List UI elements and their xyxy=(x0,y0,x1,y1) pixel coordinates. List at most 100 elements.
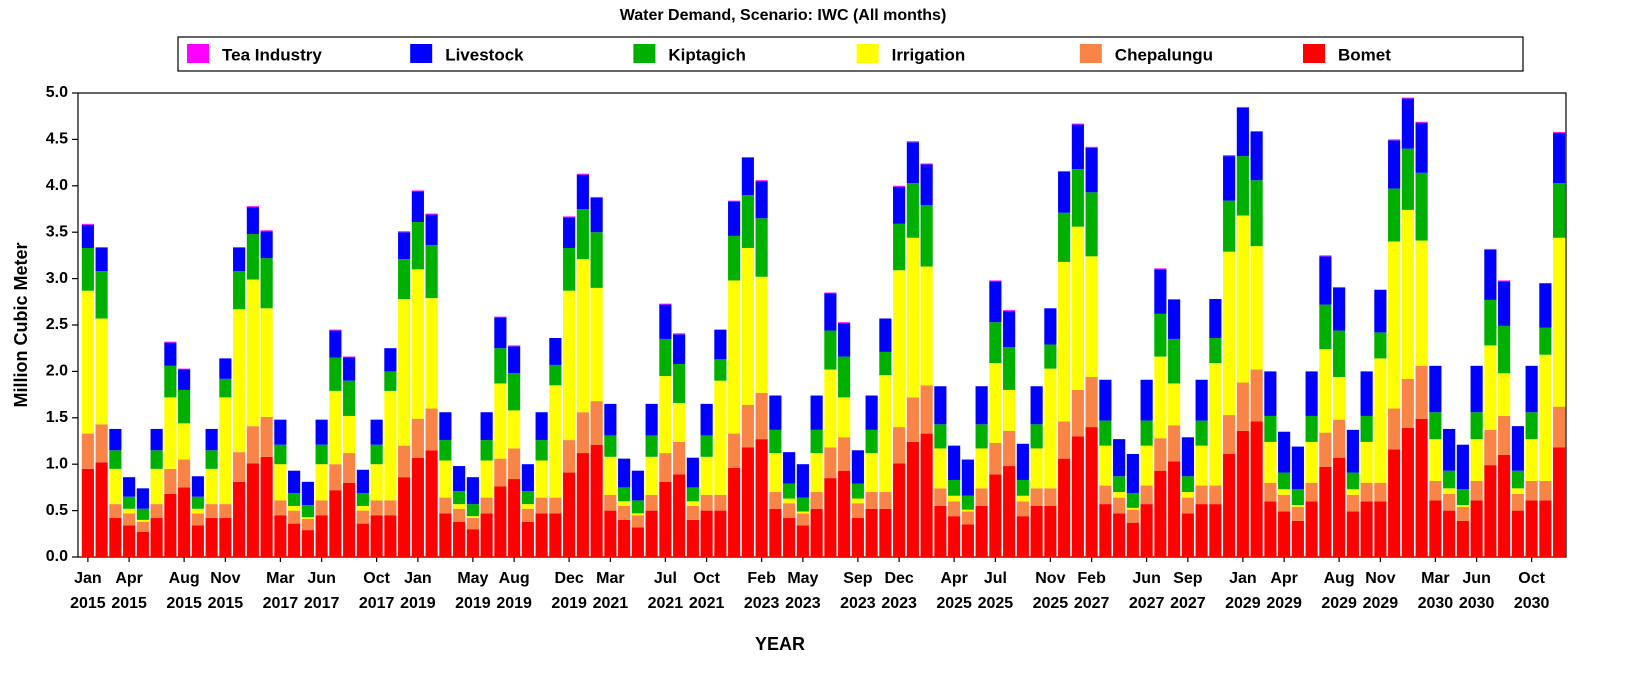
bar-segment xyxy=(893,270,906,428)
bar-segment xyxy=(301,505,314,518)
bar-segment xyxy=(1470,412,1483,440)
bar-segment xyxy=(494,316,507,318)
bar-segment xyxy=(893,185,906,187)
bar-segment xyxy=(1333,286,1346,288)
bar-segment xyxy=(1168,299,1181,300)
bar-segment xyxy=(1374,332,1387,359)
x-tick-label: Apr 2015 xyxy=(111,570,147,612)
bar-segment xyxy=(480,497,493,514)
bar-segment xyxy=(728,280,741,434)
bar-segment xyxy=(659,304,672,339)
bar-segment xyxy=(576,173,589,175)
bar-segment xyxy=(260,456,273,557)
bar-segment xyxy=(1484,345,1497,430)
bar-segment xyxy=(356,492,369,506)
bar-segment xyxy=(934,424,947,449)
bar-segment xyxy=(783,483,796,499)
bar-segment xyxy=(1209,337,1222,364)
bar-segment xyxy=(1511,488,1524,494)
bar-segment xyxy=(329,330,342,358)
bar-segment xyxy=(1030,448,1043,489)
bar-segment xyxy=(618,487,631,502)
bar-segment xyxy=(1030,488,1043,506)
bar-segment xyxy=(466,516,479,519)
bar-segment xyxy=(1470,365,1483,413)
bar-segment xyxy=(810,429,823,454)
x-tick-label: Sep 2023 xyxy=(840,570,876,612)
bar-segment xyxy=(398,445,411,478)
bar-segment xyxy=(521,504,534,509)
bar-segment xyxy=(1223,155,1236,157)
bar-segment xyxy=(1154,268,1167,270)
bar-segment xyxy=(1401,428,1414,557)
bar-segment xyxy=(1195,379,1208,421)
bar-segment xyxy=(755,218,768,277)
bar-segment xyxy=(329,329,342,331)
x-tick-label: Jun 2030 xyxy=(1459,570,1495,612)
bar-segment xyxy=(1539,354,1552,481)
bar-segment xyxy=(466,529,479,557)
bar-segment xyxy=(810,492,823,509)
bar-segment xyxy=(1346,511,1359,557)
bar-segment xyxy=(796,513,809,526)
bar-segment xyxy=(521,464,534,492)
bar-segment xyxy=(205,428,218,451)
bar-segment xyxy=(1319,432,1332,467)
legend-swatch xyxy=(633,44,656,63)
bar-segment xyxy=(1525,500,1538,557)
bar-segment xyxy=(466,504,479,517)
bar-segment xyxy=(975,488,988,506)
bar-segment xyxy=(1168,383,1181,426)
bar-segment xyxy=(1223,200,1236,252)
bar-segment xyxy=(411,457,424,557)
bar-segment xyxy=(260,416,273,457)
bar-segment xyxy=(439,513,452,557)
bar-segment xyxy=(466,477,479,505)
x-tick-label: Aug 2019 xyxy=(496,570,532,612)
bar-segment xyxy=(631,527,644,557)
bar-segment xyxy=(1154,438,1167,471)
bar-segment xyxy=(1305,482,1318,502)
bar-segment xyxy=(1209,504,1222,557)
bar-segment xyxy=(1140,420,1153,446)
bar-segment xyxy=(1016,516,1029,557)
bar-segment xyxy=(1291,446,1304,490)
bar-segment xyxy=(796,464,809,498)
bar-segment xyxy=(1126,507,1139,510)
bar-segment xyxy=(439,460,452,498)
bar-segment xyxy=(1511,470,1524,489)
bar-segment xyxy=(164,341,177,343)
bar-segment xyxy=(260,230,273,232)
bar-segment xyxy=(700,510,713,557)
bar-segment xyxy=(728,467,741,557)
bar-segment xyxy=(1346,429,1359,473)
bar-segment xyxy=(934,386,947,425)
bar-segment xyxy=(906,397,919,442)
bar-segment xyxy=(1126,509,1139,523)
bar-segment xyxy=(1333,330,1346,377)
bar-segment xyxy=(673,474,686,557)
bar-segment xyxy=(260,258,273,309)
bar-segment xyxy=(384,390,397,501)
bar-segment xyxy=(1456,444,1469,490)
bar-segment xyxy=(906,237,919,398)
bar-segment xyxy=(1525,439,1538,481)
bar-segment xyxy=(205,450,218,469)
bar-segment xyxy=(576,259,589,413)
bar-segment xyxy=(1333,457,1346,557)
bar-segment xyxy=(1484,249,1497,300)
bar-segment xyxy=(755,181,768,219)
bar-segment xyxy=(1291,505,1304,507)
bar-segment xyxy=(1044,368,1057,489)
x-tick-label: Nov 2025 xyxy=(1033,570,1069,612)
bar-segment xyxy=(1030,505,1043,557)
bar-segment xyxy=(1388,408,1401,450)
bar-segment xyxy=(1250,369,1263,422)
bar-segment xyxy=(1374,482,1387,502)
bar-segment xyxy=(425,214,438,246)
bar-segment xyxy=(673,402,686,442)
bar-segment xyxy=(343,415,356,454)
bar-segment xyxy=(1250,180,1263,247)
bar-segment xyxy=(1250,131,1263,132)
legend-label: Chepalungu xyxy=(1115,45,1213,64)
